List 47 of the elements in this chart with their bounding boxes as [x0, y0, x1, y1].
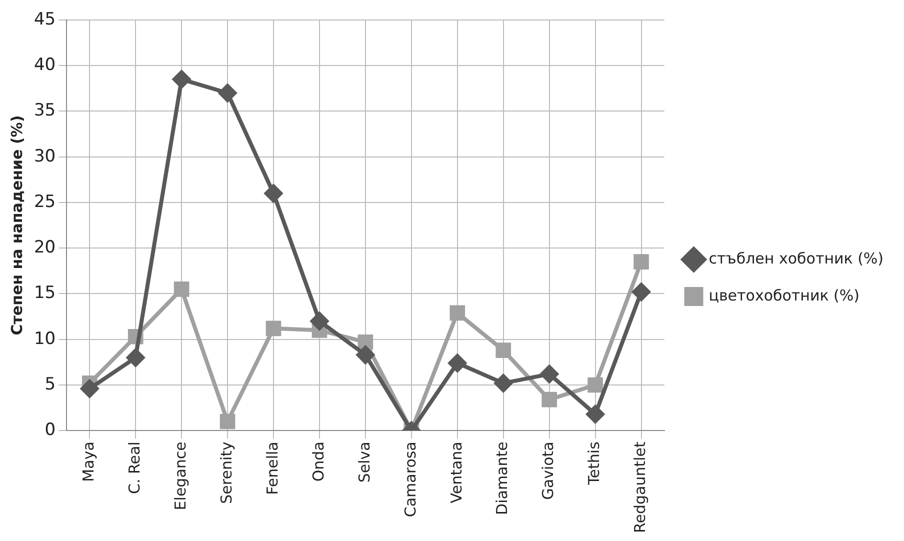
y-tick-label: 30	[34, 146, 56, 166]
x-tick-label: Tethis	[585, 441, 604, 486]
y-tick-label: 0	[44, 420, 56, 440]
point	[126, 348, 145, 367]
point	[634, 254, 649, 270]
x-tick-label: Ventana	[447, 442, 466, 504]
y-tick-label: 45	[34, 9, 56, 30]
point	[174, 282, 190, 297]
x-tick-label: Gaviota	[539, 442, 558, 500]
x-tick-label: Selva	[355, 442, 374, 483]
x-tick-label: Onda	[309, 442, 328, 482]
point	[358, 334, 374, 350]
x-tick-label: Fenella	[263, 442, 282, 495]
point	[450, 305, 466, 321]
point	[588, 377, 603, 393]
legend-label: цветохоботник (%)	[708, 286, 860, 304]
point	[496, 342, 512, 358]
legend-label: стъблен хоботник (%)	[708, 249, 884, 268]
y-tick-label: 10	[34, 328, 56, 349]
point	[172, 70, 191, 88]
y-tick-label: 5	[44, 374, 56, 394]
x-tick-label: Diamante	[493, 442, 512, 515]
y-tick-label: 15	[34, 283, 56, 304]
point	[632, 282, 650, 301]
point	[310, 312, 328, 330]
y-tick-label: 20	[34, 238, 56, 258]
y-tick-label: 40	[34, 55, 56, 76]
y-axis-title: Степен на нападение (%)	[8, 115, 26, 336]
point	[494, 374, 512, 392]
point	[448, 354, 466, 372]
point	[266, 320, 282, 336]
point	[218, 84, 237, 102]
point	[220, 414, 236, 430]
point	[80, 380, 99, 398]
point	[356, 346, 374, 364]
point	[264, 184, 282, 202]
x-tick-label: Serenity	[217, 441, 236, 504]
point	[540, 365, 558, 384]
point	[542, 392, 557, 408]
x-tick-label: Elegance	[171, 442, 190, 510]
point	[586, 405, 604, 424]
x-tick-label: C. Real	[125, 442, 144, 494]
x-tick-label: Redgauntlet	[631, 442, 650, 534]
x-tick-label: Maya	[80, 442, 98, 482]
x-tick-label: Camarosa	[401, 442, 420, 518]
y-tick-label: 35	[34, 100, 56, 121]
y-tick-label: 25	[34, 192, 56, 212]
